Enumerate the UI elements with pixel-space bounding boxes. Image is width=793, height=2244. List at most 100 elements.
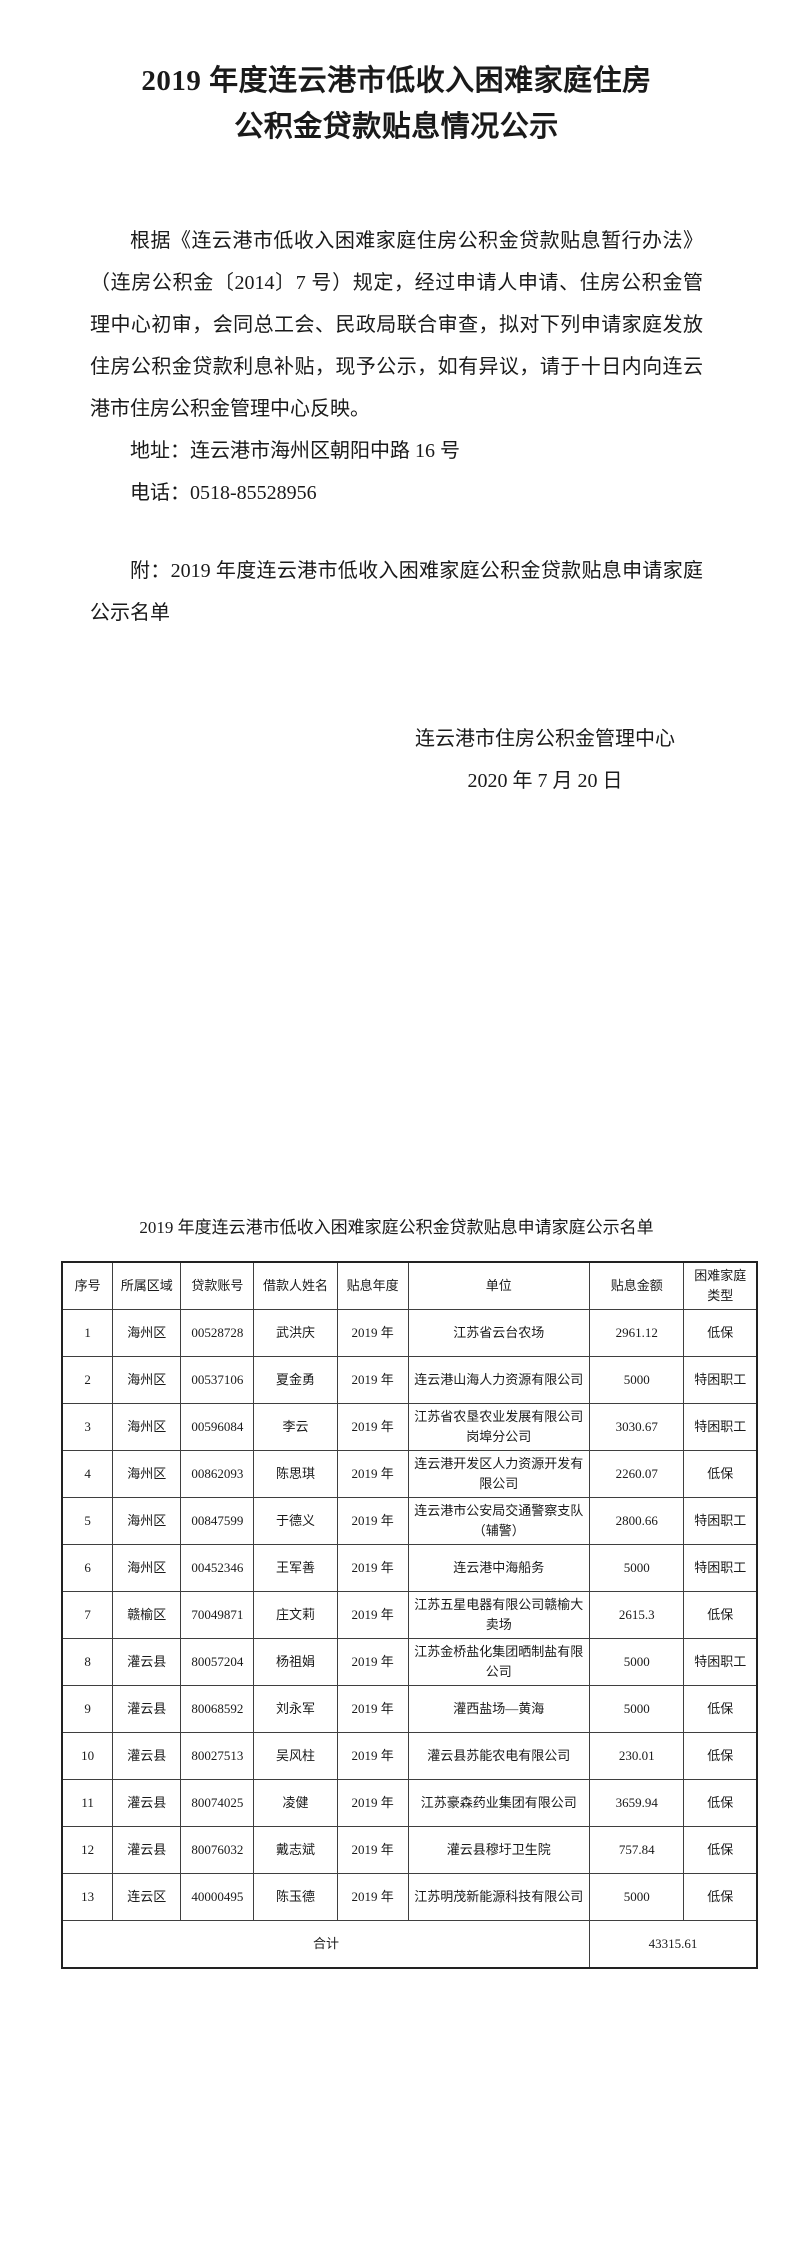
cell-region: 连云区	[112, 1873, 182, 1921]
cell-year: 2019 年	[336, 1450, 409, 1498]
cell-region: 灌云县	[112, 1685, 182, 1733]
table-header-row: 序号 所属区域 贷款账号 借款人姓名 贴息年度 单位 贴息金额 困难家庭类型	[61, 1261, 758, 1310]
cell-region: 灌云县	[112, 1732, 182, 1780]
cell-year: 2019 年	[336, 1826, 409, 1874]
cell-year: 2019 年	[336, 1497, 409, 1545]
header-amount: 贴息金额	[588, 1261, 685, 1310]
total-label-cell: 合计	[61, 1920, 590, 1968]
cell-unit: 连云港市公安局交通警察支队（辅警）	[407, 1497, 590, 1545]
address-line: 地址：连云港市海州区朝阳中路 16 号	[130, 440, 460, 462]
total-amount-cell: 43315.61	[588, 1920, 758, 1968]
table-title: 2019 年度连云港市低收入困难家庭公积金贷款贴息申请家庭公示名单	[139, 1218, 654, 1237]
cell-index: 3	[61, 1403, 114, 1451]
table-row: 1 海州区 00528728 武洪庆 2019 年江苏省云台农场 2961.12 低保	[61, 1309, 758, 1357]
cell-type: 特困职工	[683, 1356, 758, 1404]
table-row: 11 灌云县 80074025 凌健 2019 年江苏豪森药业集团有限公司 3659.94…	[61, 1779, 758, 1827]
cell-region: 海州区	[112, 1356, 182, 1404]
table-row: 13 连云区 40000495 陈玉德 2019 年江苏明茂新能源科技有限公司 5000 低…	[61, 1873, 758, 1921]
cell-amount: 5000	[588, 1356, 685, 1404]
cell-year: 2019 年	[336, 1544, 409, 1592]
cell-type: 特困职工	[683, 1638, 758, 1686]
cell-year: 2019 年	[336, 1685, 409, 1733]
cell-name: 吴风柱	[253, 1732, 338, 1780]
cell-index: 7	[61, 1591, 114, 1639]
cell-year: 2019 年	[336, 1638, 409, 1686]
table-row: 10 灌云县 80027513 吴风柱 2019 年灌云县苏能农电有限公司 230.01 低…	[61, 1732, 758, 1780]
table-row: 2 海州区 00537106 夏金勇 2019 年连云港山海人力资源有限公司 5000 特困…	[61, 1356, 758, 1404]
cell-year: 2019 年	[336, 1873, 409, 1921]
cell-index: 2	[61, 1356, 114, 1404]
cell-index: 5	[61, 1497, 114, 1545]
cell-name: 王军善	[253, 1544, 338, 1592]
cell-account: 00537106	[180, 1356, 255, 1404]
cell-account: 70049871	[180, 1591, 255, 1639]
cell-amount: 3659.94	[588, 1779, 685, 1827]
cell-unit: 灌云县苏能农电有限公司	[407, 1732, 590, 1780]
cell-year: 2019 年	[336, 1779, 409, 1827]
cell-amount: 5000	[588, 1873, 685, 1921]
cell-unit: 江苏省云台农场	[407, 1309, 590, 1357]
cell-name: 陈思琪	[253, 1450, 338, 1498]
cell-unit: 江苏省农垦农业发展有限公司岗埠分公司	[407, 1403, 590, 1451]
header-type: 困难家庭类型	[683, 1261, 758, 1310]
cell-unit: 连云港山海人力资源有限公司	[407, 1356, 590, 1404]
cell-amount: 2961.12	[588, 1309, 685, 1357]
cell-unit: 江苏明茂新能源科技有限公司	[407, 1873, 590, 1921]
table-row: 3 海州区 00596084 李云 2019 年江苏省农垦农业发展有限公司岗埠分公司 30…	[61, 1403, 758, 1451]
cell-region: 灌云县	[112, 1826, 182, 1874]
signature-org: 连云港市住房公积金管理中心	[415, 728, 675, 750]
cell-amount: 2260.07	[588, 1450, 685, 1498]
cell-amount: 2615.3	[588, 1591, 685, 1639]
cell-amount: 2800.66	[588, 1497, 685, 1545]
cell-account: 00596084	[180, 1403, 255, 1451]
cell-name: 夏金勇	[253, 1356, 338, 1404]
table-row: 7 赣榆区 70049871 庄文莉 2019 年江苏五星电器有限公司赣榆大卖场 2615…	[61, 1591, 758, 1639]
cell-type: 低保	[683, 1591, 758, 1639]
cell-name: 陈玉德	[253, 1873, 338, 1921]
cell-unit: 灌西盐场—黄海	[407, 1685, 590, 1733]
table-row: 8 灌云县 80057204 杨祖娟 2019 年江苏金桥盐化集团晒制盐有限公司 5000…	[61, 1638, 758, 1686]
cell-region: 海州区	[112, 1450, 182, 1498]
phone-line: 电话：0518-85528956	[130, 482, 317, 504]
cell-amount: 230.01	[588, 1732, 685, 1780]
cell-index: 4	[61, 1450, 114, 1498]
cell-account: 00528728	[180, 1309, 255, 1357]
cell-index: 9	[61, 1685, 114, 1733]
cell-type: 特困职工	[683, 1403, 758, 1451]
cell-region: 海州区	[112, 1309, 182, 1357]
table-row: 5 海州区 00847599 于德义 2019 年连云港市公安局交通警察支队（辅警） 28…	[61, 1497, 758, 1545]
cell-name: 武洪庆	[253, 1309, 338, 1357]
attachment-note: 附：2019 年度连云港市低收入困难家庭公积金贷款贴息申请家庭公示名单	[90, 560, 703, 624]
cell-year: 2019 年	[336, 1591, 409, 1639]
cell-index: 11	[61, 1779, 114, 1827]
cell-name: 戴志斌	[253, 1826, 338, 1874]
cell-amount: 3030.67	[588, 1403, 685, 1451]
table-row: 9 灌云县 80068592 刘永军 2019 年灌西盐场—黄海 5000 低保	[61, 1685, 758, 1733]
cell-unit: 江苏豪森药业集团有限公司	[407, 1779, 590, 1827]
cell-account: 80074025	[180, 1779, 255, 1827]
cell-name: 杨祖娟	[253, 1638, 338, 1686]
cell-unit: 灌云县穆圩卫生院	[407, 1826, 590, 1874]
body-paragraph: 根据《连云港市低收入困难家庭住房公积金贷款贴息暂行办法》（连房公积金〔2014〕…	[90, 230, 703, 420]
cell-year: 2019 年	[336, 1309, 409, 1357]
document-title: 2019 年度连云港市低收入困难家庭住房公积金贷款贴息情况公示	[141, 65, 652, 143]
cell-unit: 江苏五星电器有限公司赣榆大卖场	[407, 1591, 590, 1639]
cell-region: 赣榆区	[112, 1591, 182, 1639]
subsidy-table: 序号 所属区域 贷款账号 借款人姓名 贴息年度 单位 贴息金额 困难家庭类型 1…	[61, 1261, 758, 1969]
cell-type: 低保	[683, 1732, 758, 1780]
cell-region: 灌云县	[112, 1779, 182, 1827]
cell-index: 13	[61, 1873, 114, 1921]
cell-type: 特困职工	[683, 1497, 758, 1545]
cell-amount: 5000	[588, 1544, 685, 1592]
cell-unit: 连云港开发区人力资源开发有限公司	[407, 1450, 590, 1498]
cell-amount: 5000	[588, 1685, 685, 1733]
cell-type: 低保	[683, 1450, 758, 1498]
cell-year: 2019 年	[336, 1356, 409, 1404]
cell-region: 海州区	[112, 1544, 182, 1592]
signature-date: 2020 年 7 月 20 日	[467, 770, 623, 792]
table-row: 6 海州区 00452346 王军善 2019 年连云港中海船务 5000 特困职工	[61, 1544, 758, 1592]
cell-year: 2019 年	[336, 1403, 409, 1451]
cell-name: 李云	[253, 1403, 338, 1451]
cell-index: 1	[61, 1309, 114, 1357]
